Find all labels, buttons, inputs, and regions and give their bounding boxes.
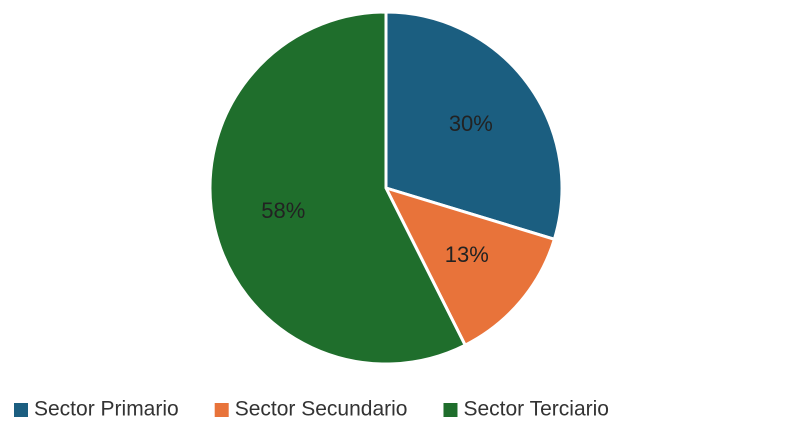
legend-swatch <box>443 403 458 417</box>
slice-label: 58% <box>261 198 305 223</box>
legend-label: Sector Terciario <box>463 398 609 421</box>
slice-label: 30% <box>449 111 493 136</box>
slice-label: 13% <box>445 242 489 267</box>
legend-swatch <box>14 403 28 417</box>
legend-label: Sector Primario <box>34 398 179 421</box>
legend-label: Sector Secundario <box>235 398 408 421</box>
legend-swatch <box>214 403 229 417</box>
pie-slice <box>384 10 564 242</box>
pie-slice <box>383 185 557 348</box>
pie-slice <box>208 10 468 366</box>
